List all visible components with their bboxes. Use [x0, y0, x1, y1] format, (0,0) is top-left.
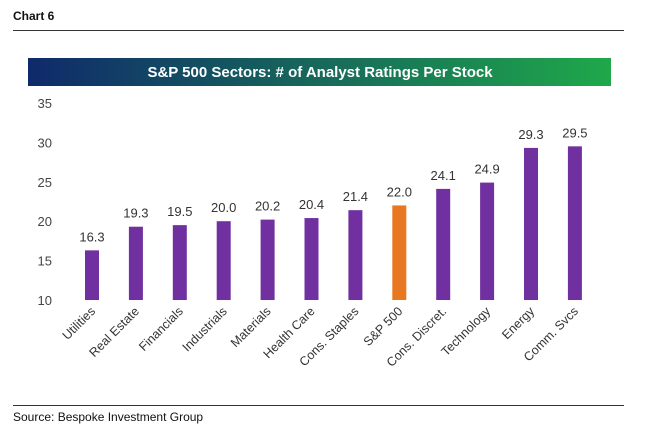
chart-title: S&P 500 Sectors: # of Analyst Ratings Pe… — [147, 64, 493, 81]
y-tick-label: 10 — [38, 293, 52, 308]
x-tick-label: Utilities — [60, 304, 98, 342]
data-labels: 16.3 19.3 19.5 20.0 20.2 20.4 21.4 22.0 24.1 24.9… — [79, 125, 587, 244]
data-label: 20.4 — [299, 197, 324, 212]
bar — [304, 218, 319, 300]
bar-chart: S&P 500 Sectors: # of Analyst Ratings Pe… — [28, 58, 611, 370]
chart-title-banner — [28, 58, 611, 86]
y-axis: 10 15 20 25 30 35 — [38, 96, 52, 308]
data-label: 20.2 — [255, 199, 280, 214]
data-label: 24.9 — [474, 162, 499, 177]
bar — [216, 221, 231, 300]
bar — [436, 188, 451, 300]
bar — [172, 225, 187, 300]
x-tick-label: Industrials — [180, 304, 230, 354]
data-label: 20.0 — [211, 200, 236, 215]
data-label: 24.1 — [431, 168, 456, 183]
source-note: Source: Bespoke Investment Group — [13, 410, 204, 424]
top-divider — [13, 30, 624, 31]
bar — [480, 182, 495, 300]
chart-number-label: Chart 6 — [13, 9, 55, 23]
bar — [524, 147, 538, 300]
y-tick-label: 20 — [38, 214, 52, 229]
data-label: 29.5 — [562, 125, 587, 140]
x-tick-label: Energy — [499, 304, 537, 342]
data-label: 19.3 — [123, 206, 148, 221]
bar — [260, 219, 275, 300]
y-tick-label: 15 — [38, 254, 52, 269]
data-label: 22.0 — [387, 184, 412, 199]
x-tick-label: Financials — [136, 304, 186, 354]
bar — [392, 205, 407, 300]
bar — [348, 210, 363, 300]
x-tick-label: S&P 500 — [361, 304, 406, 349]
bar — [85, 250, 99, 300]
bar — [567, 146, 582, 300]
y-tick-label: 35 — [38, 96, 52, 111]
data-label: 21.4 — [343, 189, 368, 204]
bar — [128, 226, 143, 300]
data-label: 19.5 — [167, 204, 192, 219]
bar-series — [85, 146, 582, 300]
x-tick-label: Materials — [228, 304, 274, 350]
data-label: 29.3 — [518, 127, 543, 142]
y-tick-label: 25 — [38, 175, 52, 190]
bottom-divider — [13, 405, 624, 406]
y-tick-label: 30 — [38, 135, 52, 150]
data-label: 16.3 — [79, 229, 104, 244]
